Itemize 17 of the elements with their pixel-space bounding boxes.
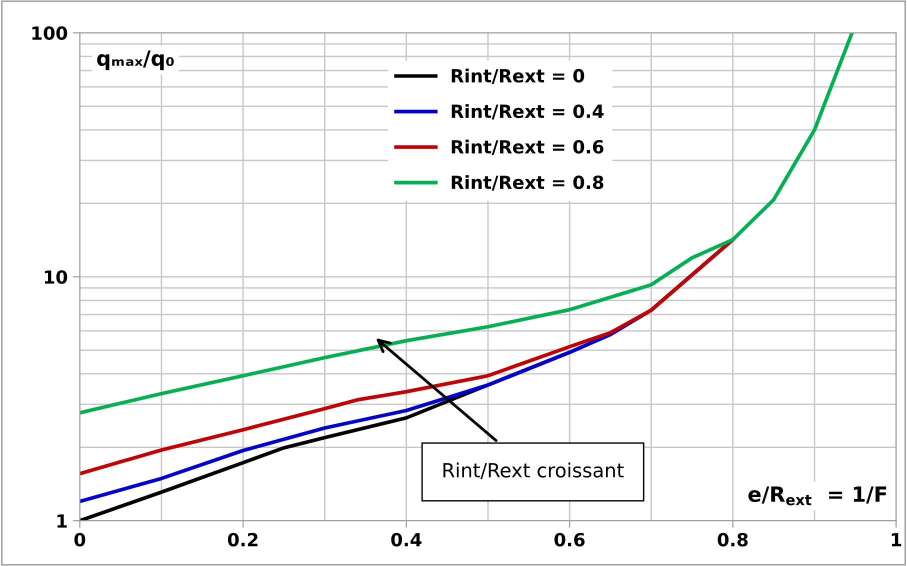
x-tick-label: 0.8 [718,532,748,546]
legend-label: Rint/Rext = 0 [452,68,584,84]
y-tick-label: 1 [57,514,67,528]
x-tick-label: 0.2 [228,532,258,546]
y-tick-label: 10 [44,270,68,284]
y-axis-title: qₘₐₓ/q₀ [97,50,174,70]
legend-label: Rint/Rext = 0.6 [452,140,604,156]
x-tick-label: 0 [74,532,86,546]
x-tick-label: 0.6 [554,532,585,546]
x-tick-label: 1 [892,533,902,546]
line-series [80,32,854,415]
annotation: Rint/Rext croissant [443,462,624,480]
y-tick-label: 100 [32,26,68,40]
text: e/R$_{ext}$ = 1/F [748,486,886,506]
legend-label: Rint/Rext = 0.8 [452,175,604,191]
legend-label: Rint/Rext = 0.4 [452,104,604,120]
x-tick-label: 0.4 [391,532,422,546]
